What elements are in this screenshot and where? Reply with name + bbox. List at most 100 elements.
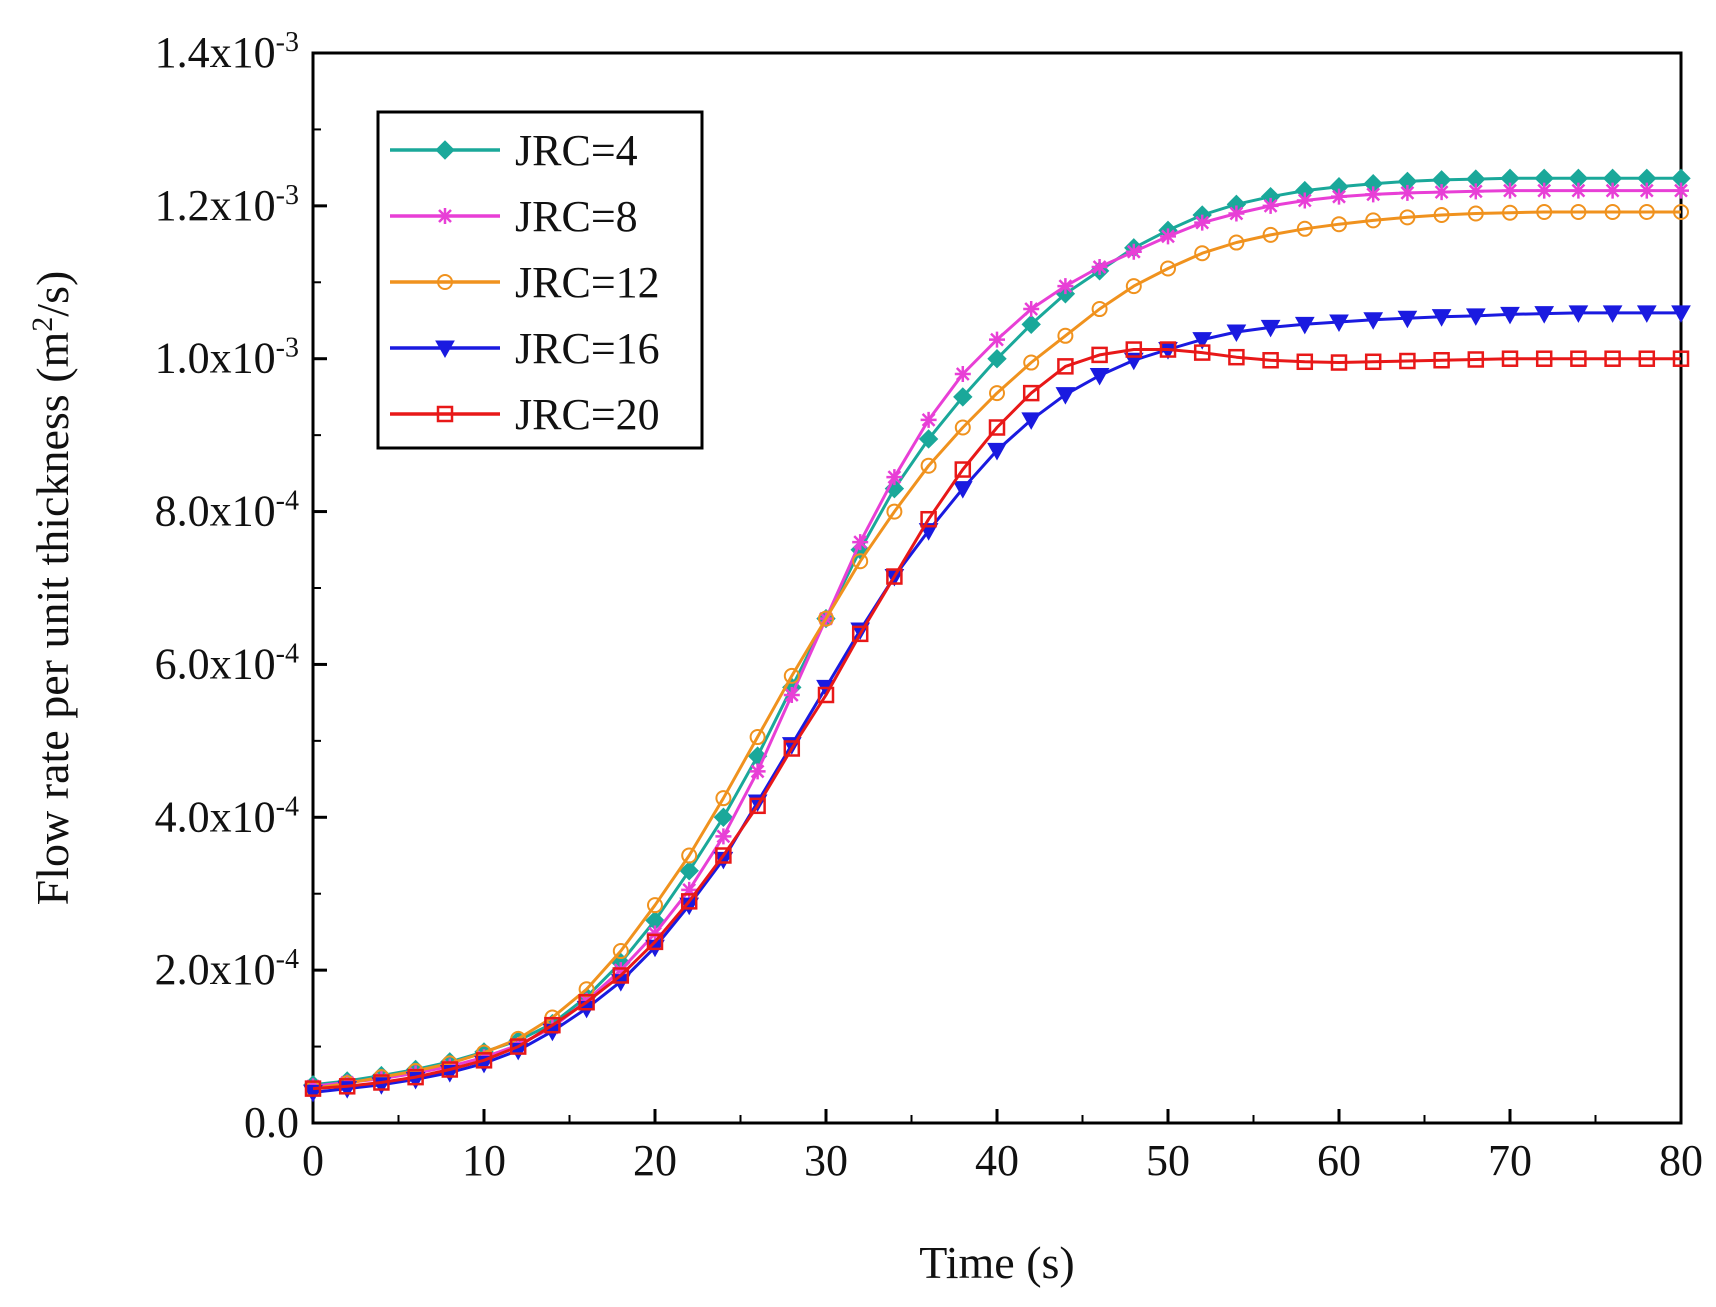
- y-tick-label: 1.2x10-3: [155, 180, 299, 230]
- data-point: [954, 366, 971, 382]
- legend-label: JRC=8: [515, 192, 638, 241]
- legend-marker: [437, 208, 453, 224]
- data-point: [1399, 209, 1416, 226]
- data-point: [1228, 234, 1245, 251]
- y-tick-exponent: -3: [276, 180, 299, 211]
- data-point: [1604, 350, 1621, 367]
- legend-frame: [376, 110, 704, 450]
- legend-label: JRC=16: [515, 324, 660, 373]
- data-point: [1502, 204, 1518, 221]
- data-point: [715, 847, 732, 864]
- legend-label: JRC=4: [515, 126, 638, 175]
- x-tick-label: 70: [1488, 1136, 1532, 1185]
- data-point: [1260, 319, 1281, 338]
- data-point: [1330, 354, 1348, 371]
- data-point: [952, 481, 973, 499]
- data-point: [509, 1038, 527, 1055]
- y-tick-label: 6.0x10-4: [155, 638, 299, 688]
- x-tick-label: 10: [462, 1136, 506, 1185]
- data-point: [1467, 183, 1484, 200]
- data-point: [681, 881, 698, 898]
- data-point: [1057, 278, 1074, 295]
- data-point: [578, 993, 595, 1011]
- data-point: [1671, 305, 1691, 323]
- data-point: [918, 429, 939, 449]
- series-jrc-16: [303, 305, 1691, 1103]
- data-point: [1296, 192, 1313, 209]
- legend-label: JRC=20: [515, 390, 660, 439]
- data-point: [987, 349, 1007, 369]
- data-point: [1057, 327, 1074, 344]
- legend-marker: [435, 340, 455, 359]
- y-tick-exponent: -4: [276, 944, 299, 975]
- data-point: [1193, 344, 1211, 361]
- y-tick-base: 2.0x10: [155, 945, 276, 994]
- y-tick-label: 4.0x10-4: [155, 791, 299, 841]
- data-point: [1021, 314, 1041, 335]
- legend: JRC=4 JRC=8 JRC=12 JRC=16 JRC=20: [376, 110, 704, 450]
- y-axis: 0.02.0x10-44.0x10-46.0x10-48.0x10-41.0x1…: [155, 27, 327, 1147]
- data-point: [1296, 220, 1313, 237]
- data-point: [1228, 205, 1245, 222]
- x-tick-label: 80: [1659, 1136, 1703, 1185]
- data-point: [1023, 354, 1040, 371]
- data-point: [1091, 259, 1108, 275]
- data-point: [1091, 346, 1108, 364]
- data-point: [1536, 203, 1553, 220]
- data-point: [1502, 182, 1518, 199]
- data-point: [1467, 205, 1484, 222]
- data-point: [1294, 316, 1315, 335]
- legend-marker: [436, 405, 454, 423]
- x-tick-label: 60: [1317, 1136, 1361, 1185]
- legend-marker: [437, 274, 453, 290]
- data-point: [1638, 350, 1656, 367]
- data-point: [1021, 412, 1042, 430]
- y-tick-label: 8.0x10-4: [155, 486, 299, 536]
- data-point: [1262, 226, 1279, 243]
- data-point: [852, 534, 869, 551]
- data-point: [1365, 212, 1382, 229]
- data-point: [646, 933, 664, 951]
- data-point: [373, 1074, 390, 1091]
- y-tick-label: 0.0: [244, 1098, 299, 1147]
- data-point: [647, 897, 663, 914]
- y-tick-exponent: -3: [276, 27, 299, 58]
- data-point: [1433, 207, 1450, 224]
- y-axis-title-units-sup: 2: [26, 317, 59, 332]
- y-tick-base: 8.0x10: [155, 487, 276, 536]
- data-point: [1160, 260, 1176, 277]
- data-point: [1638, 203, 1655, 220]
- y-tick-base: 4.0x10: [155, 792, 276, 841]
- y-tick-base: 1.2x10: [155, 181, 276, 230]
- data-point: [886, 568, 903, 585]
- data-point: [1536, 182, 1553, 199]
- data-point: [1672, 350, 1690, 367]
- data-point: [1431, 309, 1452, 327]
- data-point: [920, 457, 937, 474]
- x-axis: 0 10 20 30 40 50 60 70 80: [302, 1109, 1703, 1185]
- data-point: [1125, 278, 1142, 295]
- data-point: [1159, 341, 1177, 358]
- data-point: [1226, 324, 1247, 342]
- data-point: [1331, 216, 1347, 233]
- data-point: [1467, 351, 1485, 368]
- data-point: [679, 861, 699, 881]
- series-line: [312, 348, 1681, 1091]
- data-point: [680, 893, 698, 910]
- data-point: [612, 943, 629, 960]
- data-point: [749, 729, 766, 746]
- data-point: [1570, 182, 1587, 199]
- data-series: [303, 168, 1691, 1103]
- data-point: [1500, 306, 1520, 325]
- data-point: [1433, 184, 1450, 201]
- data-point: [851, 625, 869, 643]
- data-point: [749, 763, 766, 780]
- data-point: [1501, 350, 1519, 367]
- y-tick-base: 0.0: [244, 1098, 299, 1147]
- data-point: [987, 442, 1007, 461]
- data-point: [1602, 305, 1623, 323]
- x-tick-label: 30: [804, 1136, 848, 1185]
- data-point: [852, 553, 869, 570]
- data-point: [954, 419, 971, 436]
